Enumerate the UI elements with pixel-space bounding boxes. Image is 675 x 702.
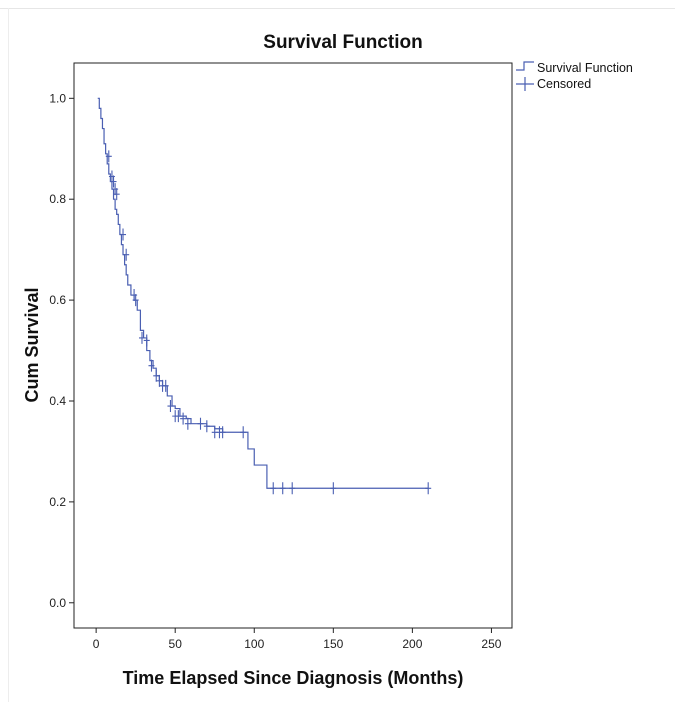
legend: Survival Function Censored <box>516 61 633 91</box>
censored-marker <box>270 482 277 495</box>
censored-marker <box>279 482 286 495</box>
censored-marker <box>203 420 210 433</box>
censored-marker <box>425 482 432 495</box>
x-tick-label: 150 <box>323 637 343 651</box>
legend-item-censored: Censored <box>516 77 591 91</box>
censored-marker <box>162 379 169 392</box>
censored-marker <box>184 417 191 430</box>
x-axis-ticks: 0 50 100 150 200 250 <box>93 628 502 651</box>
x-tick-label: 50 <box>169 637 183 651</box>
censored-marker <box>240 426 247 439</box>
y-tick-label: 0.0 <box>49 596 66 610</box>
censored-marker <box>330 482 337 495</box>
x-tick-label: 200 <box>402 637 422 651</box>
legend-label-censored: Censored <box>537 77 591 91</box>
survival-function-line <box>97 97 429 489</box>
censored-marker <box>289 482 296 495</box>
censored-marker <box>175 410 182 423</box>
censored-marker <box>105 150 112 163</box>
censored-marker <box>143 334 150 347</box>
legend-step-icon <box>516 61 534 71</box>
y-tick-label: 0.8 <box>49 192 66 206</box>
plot-frame <box>73 62 513 629</box>
censored-marker <box>148 359 155 372</box>
censored-marker <box>113 188 120 201</box>
x-tick-label: 100 <box>244 637 264 651</box>
censored-marker <box>156 374 163 387</box>
legend-label-survival: Survival Function <box>537 61 633 75</box>
x-tick-label: 250 <box>481 637 501 651</box>
censored-marker <box>180 412 187 425</box>
censored-marker <box>123 248 130 261</box>
left-border-line <box>8 8 9 702</box>
censored-marker <box>132 294 139 307</box>
x-axis-title: Time Elapsed Since Diagnosis (Months) <box>123 668 464 688</box>
legend-item-survival: Survival Function <box>516 61 633 75</box>
x-tick-label: 0 <box>93 637 100 651</box>
censored-marker <box>219 426 226 439</box>
top-border-line <box>0 8 675 9</box>
y-tick-label: 0.4 <box>49 394 66 408</box>
y-tick-label: 1.0 <box>49 91 66 105</box>
y-tick-label: 0.6 <box>49 293 66 307</box>
y-axis-title: Cum Survival <box>22 287 42 402</box>
y-axis-ticks: 0.0 0.2 0.4 0.6 0.8 1.0 <box>49 91 74 610</box>
y-tick-label: 0.2 <box>49 495 66 509</box>
chart-title: Survival Function <box>263 32 422 53</box>
censored-markers <box>105 150 432 495</box>
censored-marker <box>120 228 127 241</box>
legend-plus-icon <box>516 77 534 91</box>
censored-marker <box>153 369 160 382</box>
censored-marker <box>138 331 145 344</box>
censored-marker <box>110 175 117 188</box>
censored-marker <box>167 400 174 413</box>
censored-marker <box>197 417 204 430</box>
